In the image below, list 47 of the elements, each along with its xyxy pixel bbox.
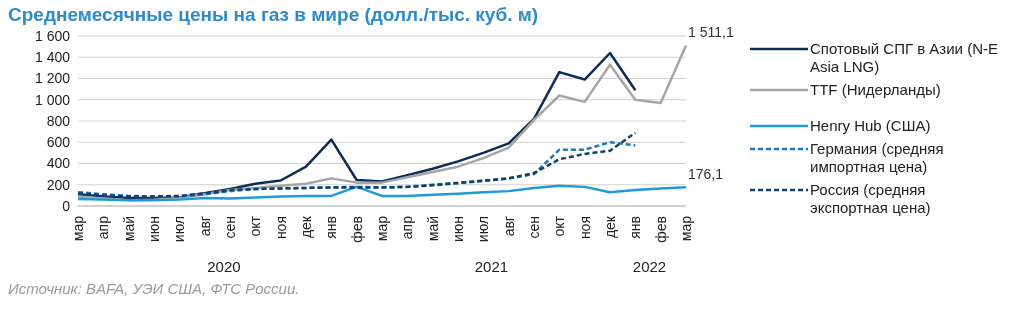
x-tick-label: окт — [247, 215, 264, 237]
y-tick-label: 1 200 — [34, 70, 71, 87]
x-tick-label: июн — [146, 216, 162, 243]
text: Источник: BAFA, УЭИ США, ФТС России. — [8, 280, 301, 297]
x-tick-label: ноя — [272, 216, 289, 240]
x-tick-label: сен — [526, 216, 542, 239]
x-tick-label: мар — [70, 215, 86, 242]
x-tick-label: май — [120, 216, 137, 242]
x-tick-label: янв — [323, 216, 340, 239]
y-tick-label: 0 — [62, 197, 71, 214]
y-tick-label: 400 — [46, 155, 71, 172]
data-label: 176,1 — [688, 166, 724, 183]
text: 2022 — [631, 258, 668, 275]
y-tick-label: 1 000 — [34, 91, 71, 108]
text: 2021 — [473, 258, 510, 275]
x-tick-label: май — [424, 216, 441, 242]
x-tick-label: фев — [652, 216, 669, 243]
chart-title: Среднемесячные цены на газ в мире (долл./тыс. куб. м) — [8, 4, 540, 26]
line-series — [76, 184, 688, 202]
x-tick-label: янв — [627, 216, 644, 239]
y-tick-label: 800 — [46, 112, 71, 129]
legend-label: Германия (средняя импортная цена) — [810, 140, 945, 176]
x-tick-label: авг — [500, 216, 517, 237]
x-tick-label: апр — [399, 215, 416, 240]
x-tick-label: мар — [678, 215, 694, 242]
text: 2020 — [206, 258, 242, 275]
y-tick-label: 1 600 — [34, 27, 71, 44]
x-tick-label: дек — [602, 215, 618, 239]
x-tick-label: фев — [348, 216, 365, 243]
x-tick-label: июл — [475, 216, 492, 243]
x-tick-label: дек — [298, 215, 314, 239]
legend-label: Россия (средняя экспортная цена) — [810, 181, 932, 217]
x-tick-label: июл — [171, 216, 188, 243]
x-tick-label: окт — [551, 215, 568, 237]
x-tick-label: авг — [196, 216, 213, 237]
legend-label: Henry Hub (США) — [810, 117, 932, 135]
data-label: 1 511,1 — [688, 24, 734, 41]
legend-label: TTF (Нидерланды) — [810, 81, 942, 99]
x-tick-label: ноя — [576, 216, 593, 240]
x-tick-label: июн — [450, 216, 466, 243]
x-tick-label: апр — [95, 215, 112, 240]
legend-label: Спотовый СПГ в Азии (N-E Asia LNG) — [810, 40, 998, 76]
x-tick-label: сен — [222, 216, 238, 239]
y-tick-label: 1 400 — [34, 49, 71, 66]
y-tick-label: 200 — [46, 176, 71, 193]
y-tick-label: 600 — [46, 134, 71, 151]
x-tick-label: мар — [374, 215, 390, 242]
